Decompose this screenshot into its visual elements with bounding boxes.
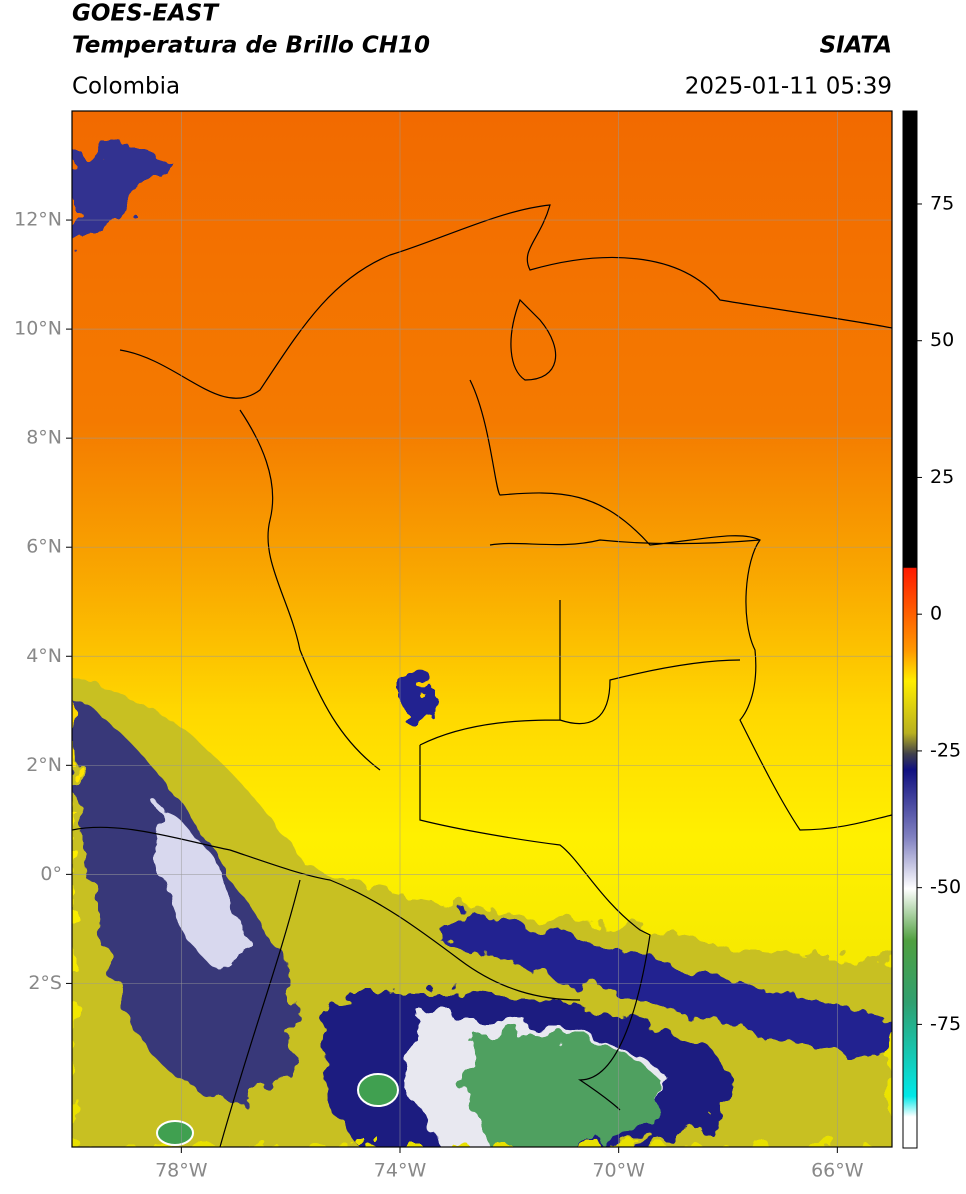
y-tick-label: 10°N	[14, 318, 62, 340]
colorbar-tick-label: -25	[930, 739, 961, 761]
y-tick-label: 2°N	[26, 754, 62, 776]
colorbar-tick-label: 75	[930, 192, 954, 214]
y-tick-label: 8°N	[26, 427, 62, 449]
map-image	[72, 111, 892, 1147]
timestamp: 2025-01-11 05:39	[685, 74, 892, 100]
colorbar-tick-label: -75	[930, 1013, 961, 1035]
colorbar	[902, 110, 918, 1149]
y-tick-label: 12°N	[14, 209, 62, 231]
colorbar-tick-label: -50	[930, 876, 961, 898]
x-tick-label: 74°W	[374, 1160, 427, 1182]
y-tick-label: 6°N	[26, 536, 62, 558]
source: SIATA	[820, 33, 892, 59]
colorbar-tick-label: 25	[930, 466, 954, 488]
colorbar-tick-label: 50	[930, 329, 954, 351]
y-tick-label: 0°	[40, 863, 62, 885]
subtitle: Temperatura de Brillo CH10	[72, 33, 430, 59]
grid	[72, 111, 892, 1147]
x-tick-label: 70°W	[592, 1160, 645, 1182]
map-frame	[71, 110, 893, 1148]
y-tick-label: 4°N	[26, 645, 62, 667]
x-tick-label: 66°W	[811, 1160, 864, 1182]
y-tick-label: 2°S	[28, 972, 62, 994]
x-tick-label: 78°W	[155, 1160, 208, 1182]
region: Colombia	[72, 74, 180, 100]
title: GOES-EAST	[72, 1, 220, 27]
colorbar-tick-label: 0	[930, 603, 942, 625]
